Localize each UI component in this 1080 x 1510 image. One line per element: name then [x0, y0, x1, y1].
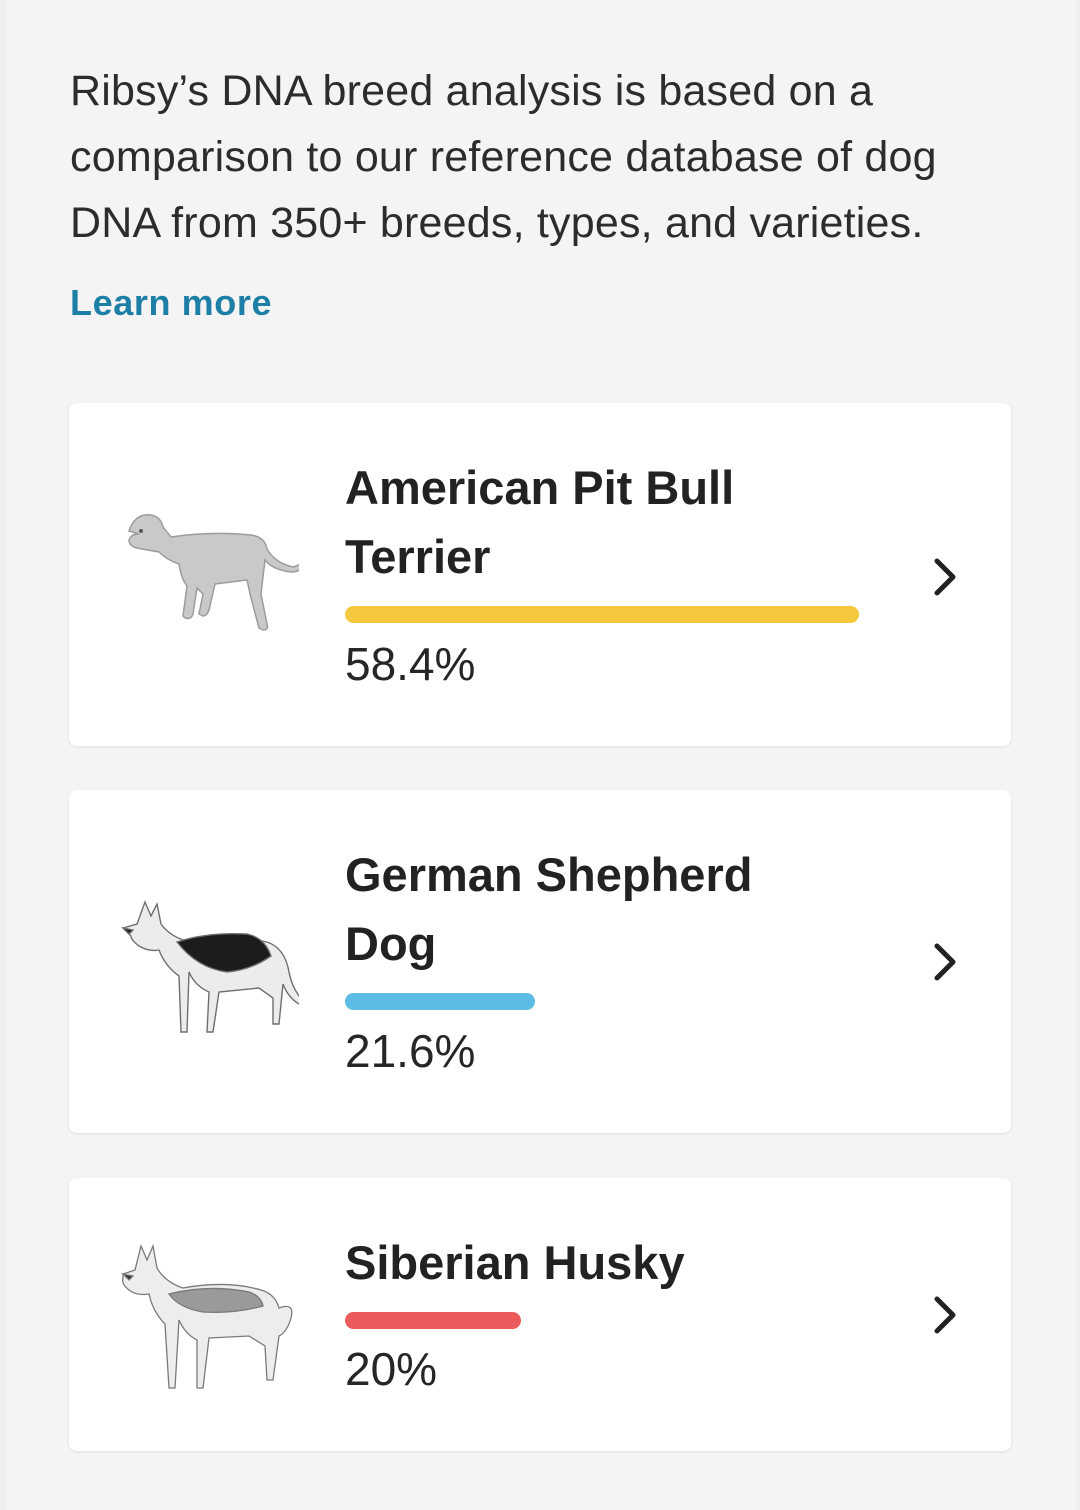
breed-percentage: 58.4%: [345, 638, 476, 690]
percentage-bar: [345, 1312, 859, 1329]
percentage-bar: [345, 606, 859, 623]
chevron-right-icon[interactable]: [927, 555, 963, 599]
breed-percentage: 21.6%: [345, 1025, 476, 1077]
learn-more-link[interactable]: Learn more: [70, 282, 273, 323]
breed-name: Siberian Husky: [345, 1236, 685, 1289]
percentage-bar-fill: [345, 1312, 522, 1329]
pit-bull-icon: [128, 514, 299, 631]
breed-name: German Shepherd Dog: [345, 848, 753, 970]
percentage-bar: [345, 993, 859, 1010]
chevron-right-icon[interactable]: [927, 1293, 963, 1337]
breed-analysis-description: Ribsy’s DNA breed analysis is based on a…: [70, 67, 937, 247]
breed-card-siberian-husky[interactable]: Siberian Husky 20%: [69, 1178, 1011, 1451]
percentage-bar-fill: [345, 993, 536, 1010]
breed-results-page: Ribsy’s DNA breed analysis is based on a…: [6, 0, 1076, 1510]
breed-card-german-shepherd-dog[interactable]: German Shepherd Dog 21.6%: [69, 790, 1011, 1133]
breed-card-american-pit-bull-terrier[interactable]: American Pit Bull Terrier 58.4%: [69, 403, 1011, 746]
percentage-bar-fill: [345, 606, 859, 623]
siberian-husky-icon: [121, 1243, 293, 1389]
german-shepherd-icon: [120, 900, 299, 1033]
breed-name: American Pit Bull Terrier: [345, 461, 735, 583]
breed-percentage: 20%: [345, 1343, 438, 1395]
chevron-right-icon[interactable]: [927, 940, 963, 984]
